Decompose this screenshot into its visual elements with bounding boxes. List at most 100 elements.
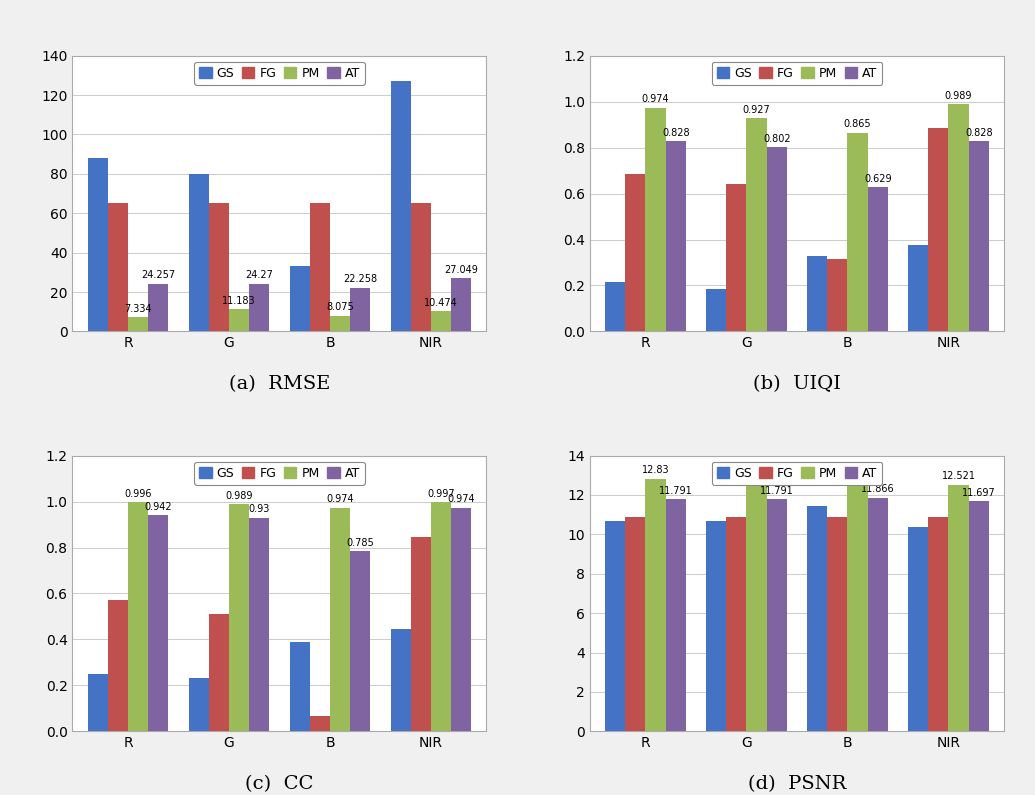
Text: 0.974: 0.974 — [326, 494, 354, 504]
Bar — [350, 288, 371, 332]
Bar — [746, 118, 767, 332]
Legend: GS, FG, PM, AT: GS, FG, PM, AT — [712, 462, 882, 485]
Bar — [188, 174, 209, 332]
Text: 0.989: 0.989 — [226, 491, 253, 501]
Bar — [928, 517, 948, 731]
Bar — [625, 517, 646, 731]
Bar — [928, 127, 948, 332]
Text: 12.521: 12.521 — [942, 471, 976, 482]
Bar — [451, 278, 471, 332]
Text: 22.258: 22.258 — [344, 274, 378, 285]
Text: 11.791: 11.791 — [760, 486, 794, 496]
Text: 10.474: 10.474 — [424, 297, 457, 308]
Bar — [666, 499, 686, 731]
Bar — [411, 537, 431, 731]
Legend: GS, FG, PM, AT: GS, FG, PM, AT — [195, 462, 364, 485]
Text: 0.629: 0.629 — [864, 173, 891, 184]
Bar — [646, 479, 666, 731]
Text: 0.802: 0.802 — [763, 134, 791, 144]
Bar — [727, 184, 746, 332]
Bar — [330, 316, 350, 332]
Bar — [88, 674, 108, 731]
Text: 0.974: 0.974 — [447, 494, 475, 504]
Bar — [330, 507, 350, 731]
Text: 12.464: 12.464 — [740, 472, 773, 483]
Bar — [827, 259, 848, 332]
Bar — [706, 289, 727, 332]
Bar — [908, 527, 928, 731]
Bar — [229, 504, 249, 731]
Text: 0.974: 0.974 — [642, 95, 670, 104]
Text: 0.828: 0.828 — [965, 128, 993, 138]
Bar — [827, 517, 848, 731]
Bar — [431, 311, 451, 332]
Bar — [128, 502, 148, 731]
Text: (b)  UIQI: (b) UIQI — [753, 375, 840, 394]
Bar — [767, 499, 787, 731]
Text: 0.942: 0.942 — [145, 502, 172, 511]
Text: 8.075: 8.075 — [326, 302, 354, 312]
Bar — [867, 187, 888, 332]
Bar — [746, 486, 767, 731]
Text: 12.747: 12.747 — [840, 467, 875, 477]
Text: 0.927: 0.927 — [743, 105, 770, 115]
Text: 24.27: 24.27 — [245, 270, 273, 281]
Bar — [390, 629, 411, 731]
Bar — [431, 502, 451, 731]
Bar — [969, 142, 988, 332]
Bar — [848, 133, 867, 332]
Text: 11.697: 11.697 — [962, 487, 996, 498]
Legend: GS, FG, PM, AT: GS, FG, PM, AT — [712, 62, 882, 85]
Bar — [290, 642, 309, 731]
Text: 0.865: 0.865 — [844, 119, 871, 130]
Bar — [807, 256, 827, 332]
Bar — [209, 615, 229, 731]
Text: (a)  RMSE: (a) RMSE — [229, 375, 330, 394]
Text: 27.049: 27.049 — [444, 265, 478, 275]
Bar — [148, 515, 169, 731]
Bar — [666, 142, 686, 332]
Bar — [411, 204, 431, 332]
Bar — [350, 551, 371, 731]
Bar — [646, 107, 666, 332]
Text: (d)  PSNR: (d) PSNR — [747, 775, 847, 793]
Bar — [309, 204, 330, 332]
Text: 0.997: 0.997 — [427, 489, 454, 499]
Text: 11.866: 11.866 — [861, 484, 894, 494]
Bar — [625, 174, 646, 332]
Bar — [969, 501, 988, 731]
Bar — [605, 282, 625, 332]
Text: 0.785: 0.785 — [347, 537, 374, 548]
Bar — [229, 309, 249, 332]
Bar — [128, 317, 148, 332]
Bar — [867, 498, 888, 731]
Bar — [727, 517, 746, 731]
Bar — [309, 716, 330, 731]
Bar — [948, 485, 969, 731]
Text: 0.93: 0.93 — [248, 504, 270, 514]
Text: 0.996: 0.996 — [124, 489, 152, 499]
Text: 7.334: 7.334 — [124, 304, 152, 314]
Bar — [148, 284, 169, 332]
Bar — [390, 81, 411, 332]
Bar — [88, 158, 108, 332]
Bar — [290, 266, 309, 332]
Bar — [249, 284, 269, 332]
Text: 0.989: 0.989 — [945, 91, 972, 101]
Bar — [807, 506, 827, 731]
Text: 12.83: 12.83 — [642, 465, 670, 475]
Bar — [108, 204, 128, 332]
Text: (c)  CC: (c) CC — [245, 775, 314, 793]
Bar — [451, 507, 471, 731]
Bar — [908, 245, 928, 332]
Bar — [706, 521, 727, 731]
Bar — [605, 521, 625, 731]
Bar — [249, 518, 269, 731]
Text: 11.791: 11.791 — [659, 486, 692, 496]
Bar — [209, 204, 229, 332]
Bar — [767, 147, 787, 332]
Text: 24.257: 24.257 — [141, 270, 175, 281]
Text: 0.828: 0.828 — [662, 128, 689, 138]
Bar — [848, 480, 867, 731]
Legend: GS, FG, PM, AT: GS, FG, PM, AT — [195, 62, 364, 85]
